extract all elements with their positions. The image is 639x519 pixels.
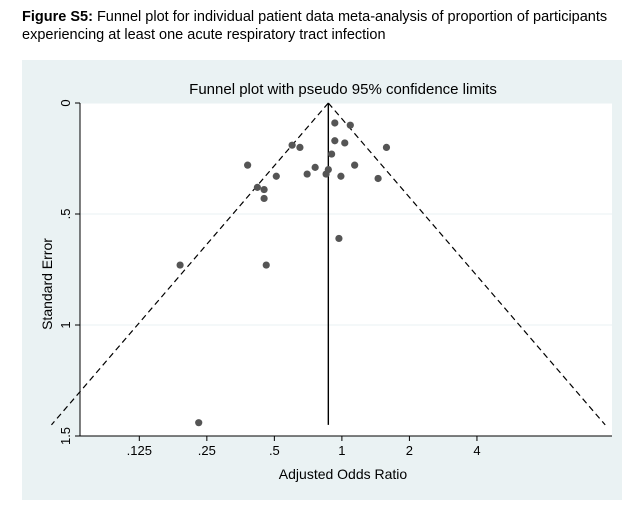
data-point — [253, 183, 261, 191]
data-point — [303, 170, 311, 178]
data-point — [322, 170, 330, 178]
x-tick-label: 1 — [338, 443, 345, 458]
figure-caption: Figure S5: Funnel plot for individual pa… — [22, 8, 622, 44]
data-point — [288, 141, 296, 149]
data-point — [331, 137, 339, 145]
figure-caption-text: Funnel plot for individual patient data … — [22, 9, 608, 43]
data-point — [341, 139, 349, 147]
y-tick-label: 0 — [58, 99, 73, 106]
lower-confidence-limit-line — [50, 102, 329, 426]
data-point — [328, 150, 336, 158]
y-tick-label: .5 — [58, 209, 73, 220]
x-tick-label: .125 — [127, 443, 152, 458]
upper-confidence-limit-line — [327, 102, 606, 426]
x-tick-label: 2 — [406, 443, 413, 458]
funnel-lines — [50, 102, 606, 426]
data-point — [272, 172, 280, 180]
x-tick-label: .5 — [269, 443, 280, 458]
data-point — [351, 161, 359, 169]
data-point — [346, 121, 354, 129]
y-axis-ticks: 0 .5 1 1.5 — [58, 99, 80, 445]
data-point — [374, 174, 382, 183]
data-point — [296, 143, 304, 151]
figure-label: Figure S5: — [22, 9, 93, 25]
axes — [79, 103, 612, 437]
plot-area — [80, 103, 612, 436]
y-axis-label: Standard Error — [39, 238, 55, 330]
data-point — [244, 161, 252, 169]
y-tick-label: 1.5 — [58, 427, 73, 445]
data-point — [260, 185, 268, 194]
data-point — [176, 261, 184, 269]
data-point — [335, 234, 343, 243]
data-points — [176, 119, 391, 427]
y-tick-label: 1 — [58, 321, 73, 328]
chart-title: Funnel plot with pseudo 95% confidence l… — [189, 81, 497, 98]
data-point — [311, 163, 319, 171]
data-point — [382, 143, 391, 151]
x-axis-label: Adjusted Odds Ratio — [279, 466, 408, 482]
data-point — [262, 261, 270, 269]
data-point — [337, 172, 345, 180]
x-tick-label: 4 — [473, 443, 480, 458]
data-point — [195, 419, 203, 427]
data-point — [331, 119, 339, 127]
x-tick-label: .25 — [198, 443, 216, 458]
data-point — [260, 194, 268, 203]
x-axis-ticks: .125 .25 .5 1 2 4 — [127, 436, 481, 458]
